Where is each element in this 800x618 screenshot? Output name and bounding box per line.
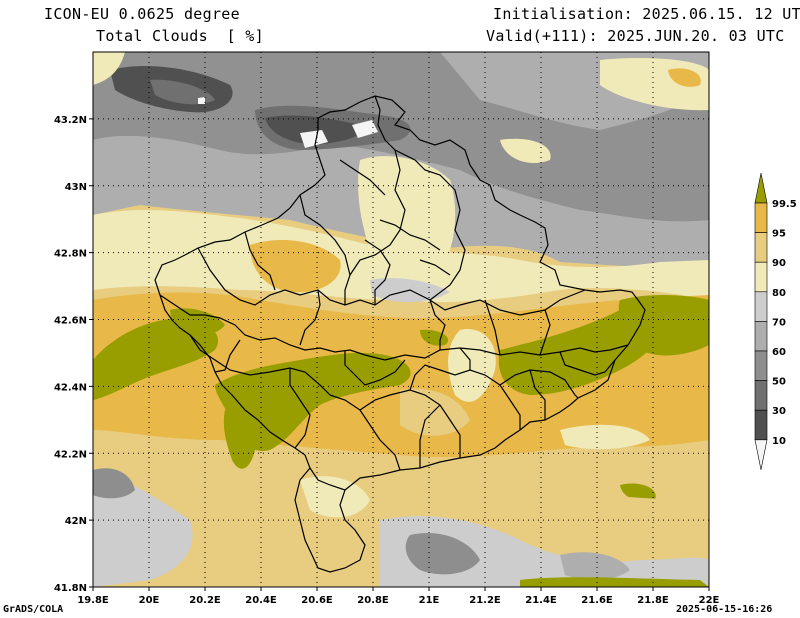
cloud-field: [93, 52, 709, 587]
colorbar-swatch: [754, 291, 768, 322]
x-tick-label: 21.6E: [581, 595, 613, 606]
y-tick-label: 42.2N: [54, 449, 87, 460]
y-axis: 43.2N 43N 42.8N 42.6N 42.4N 42.2N 42N 41.8N: [54, 115, 93, 594]
colorbar-label: 30: [772, 406, 786, 417]
x-tick-label: 21.8E: [637, 595, 669, 606]
colorbar-swatch: [754, 232, 768, 263]
colorbar-label: 80: [772, 288, 786, 299]
colorbar-label: 70: [772, 317, 786, 328]
colorbar-label: 50: [772, 377, 786, 388]
x-tick-label: 21E: [419, 595, 440, 606]
x-axis: 19.8E 20E 20.2E 20.4E 20.6E 20.8E 21E 21.2E 21.4…: [77, 587, 720, 606]
colorbar-label: 60: [772, 347, 786, 358]
valid-time: Valid(+111): 2025.JUN.20. 03 UTC: [486, 27, 785, 45]
colorbar-label: 10: [772, 436, 786, 447]
x-tick-label: 20.4E: [245, 595, 277, 606]
colorbar-label: 90: [772, 258, 786, 269]
country-borders: [154, 95, 646, 573]
colorbar-swatch: [754, 350, 768, 381]
x-tick-label: 20.2E: [189, 595, 221, 606]
y-tick-label: 42.4N: [54, 382, 87, 393]
y-tick-label: 43.2N: [54, 115, 87, 126]
variable-title: Total Clouds [ %]: [96, 27, 264, 45]
y-tick-label: 42.8N: [54, 249, 87, 260]
colorbar-swatch: [754, 202, 768, 233]
x-tick-label: 22E: [699, 595, 720, 606]
x-tick-label: 20E: [139, 595, 160, 606]
y-tick-label: 43N: [65, 182, 87, 193]
timestamp-label: 2025-06-15-16:26: [676, 604, 773, 615]
colorbar-swatch: [754, 380, 768, 411]
colorbar: 99.5 95 90 80 70 60 50 30 10: [754, 172, 797, 470]
colorbar-label: 95: [772, 229, 786, 240]
x-tick-label: 21.2E: [469, 595, 501, 606]
x-tick-label: 20.8E: [357, 595, 389, 606]
credit-label: GrADS/COLA: [3, 604, 64, 615]
y-tick-label: 42.6N: [54, 316, 87, 327]
colorbar-swatch: [754, 409, 768, 441]
model-title: ICON-EU 0.0625 degree: [44, 5, 240, 23]
y-tick-label: 42N: [65, 516, 87, 527]
colorbar-top-swatch: [754, 172, 768, 204]
colorbar-label: 99.5: [772, 199, 797, 210]
x-tick-label: 19.8E: [77, 595, 109, 606]
colorbar-swatch: [754, 321, 768, 352]
y-tick-label: 41.8N: [54, 583, 87, 594]
x-tick-label: 20.6E: [301, 595, 333, 606]
colorbar-swatch: [754, 261, 768, 293]
graticule: [93, 52, 709, 587]
colorbar-bottom-swatch: [754, 439, 768, 470]
x-tick-label: 21.4E: [525, 595, 557, 606]
initialisation-time: Initialisation: 2025.06.15. 12 UTC: [493, 5, 800, 23]
